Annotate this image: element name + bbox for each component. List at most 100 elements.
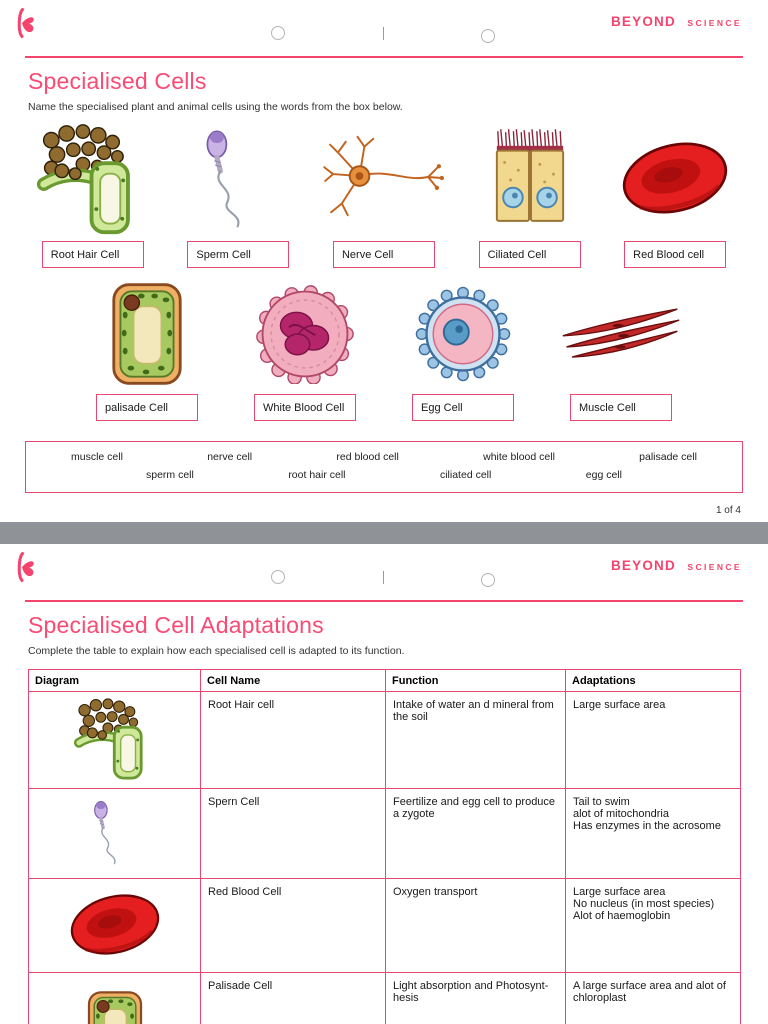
diagram-wrap xyxy=(491,119,569,237)
diagram-cell xyxy=(28,691,201,789)
diagram-wrap xyxy=(191,119,286,237)
diagram-wrap xyxy=(110,278,184,390)
answer-box-egg-cell[interactable]: Egg Cell xyxy=(412,394,514,421)
answer-text: Sperm Cell xyxy=(196,248,251,261)
function-value[interactable]: Oxygen transport xyxy=(385,878,566,973)
cell-item-white-blood: White Blood Cell xyxy=(226,278,384,421)
answer-box-ciliated-cell[interactable]: Ciliated Cell xyxy=(478,241,581,268)
cell-item-red-blood: Red Blood cell xyxy=(602,119,748,268)
palisade-cell-diagram xyxy=(110,280,184,388)
answer-box-sperm-cell[interactable]: Sperm Cell xyxy=(187,241,290,268)
sperm-cell-diagram xyxy=(191,122,286,234)
table-row-root-hair: Root Hair cell Intake of water an d mine… xyxy=(28,691,741,789)
diagram-wrap xyxy=(253,278,357,390)
punch-hole-icon xyxy=(271,570,285,584)
word-bank-item: sperm cell xyxy=(146,469,194,481)
function-value[interactable]: Feertilize and egg cell to produce a zyg… xyxy=(385,788,566,879)
answer-text: White Blood Cell xyxy=(263,401,345,414)
cell-item-palisade: palisade Cell xyxy=(68,278,226,421)
table-header-row: Diagram Cell Name Function Adaptations xyxy=(28,669,741,692)
nerve-cell-diagram xyxy=(320,129,448,227)
worksheet-page-2: BEYOND SCIENCE Specialised Cell Adaptati… xyxy=(0,544,768,1024)
table-row-palisade: Palisade Cell Light absorption and Photo… xyxy=(28,972,741,1024)
diagram-wrap xyxy=(561,278,681,390)
center-mark-icon xyxy=(383,27,384,40)
function-value[interactable]: Intake of water an d mineral from the so… xyxy=(385,691,566,789)
red-blood-cell-diagram xyxy=(616,132,734,224)
adaptations-table: Diagram Cell Name Function Adaptations R… xyxy=(28,669,741,1024)
cell-item-root-hair: Root Hair Cell xyxy=(20,119,166,268)
instruction-text: Name the specialised plant and animal ce… xyxy=(28,101,403,113)
brand-science: SCIENCE xyxy=(687,18,742,28)
table-row-sperm: Spern Cell Feertilize and egg cell to pr… xyxy=(28,788,741,879)
muscle-cell-diagram xyxy=(561,304,681,364)
brand-beyond: BEYOND xyxy=(610,558,676,573)
table-row-red-blood: Red Blood Cell Oxygen transport Large su… xyxy=(28,878,741,973)
column-header-function: Function xyxy=(385,669,566,692)
diagram-wrap xyxy=(413,278,513,390)
cell-name-value[interactable]: Palisade Cell xyxy=(200,972,386,1024)
answer-box-muscle-cell[interactable]: Muscle Cell xyxy=(570,394,672,421)
answer-box-white-blood-cell[interactable]: White Blood Cell xyxy=(254,394,356,421)
answer-text: Nerve Cell xyxy=(341,248,394,261)
white-blood-cell-diagram xyxy=(253,284,357,384)
center-mark-icon xyxy=(383,571,384,584)
word-bank-line-1: muscle cell nerve cell red blood cell wh… xyxy=(26,451,742,463)
brand-wordmark: BEYOND SCIENCE xyxy=(611,13,742,31)
adaptations-value[interactable]: Large surface area No nucleus (in most s… xyxy=(565,878,741,973)
answer-text: Egg Cell xyxy=(421,401,463,414)
word-bank-item: white blood cell xyxy=(483,451,555,463)
cell-name-value[interactable]: Root Hair cell xyxy=(200,691,386,789)
word-bank-item: nerve cell xyxy=(207,451,253,463)
binder-marks xyxy=(0,570,768,588)
diagram-cell xyxy=(28,972,201,1024)
punch-hole-icon xyxy=(271,26,285,40)
answer-text: Ciliated Cell xyxy=(487,248,547,261)
answer-box-root-hair-cell[interactable]: Root Hair Cell xyxy=(41,241,144,268)
answer-text: Red Blood cell xyxy=(633,248,705,261)
worksheet-page-1: BEYOND SCIENCE Specialised Cells Name th… xyxy=(0,0,768,522)
function-value[interactable]: Light absorption and Photosynt-hesis xyxy=(385,972,566,1024)
punch-hole-icon xyxy=(481,573,495,587)
brand-beyond: BEYOND xyxy=(610,14,676,29)
egg-cell-diagram xyxy=(413,286,513,382)
adaptations-value[interactable]: A large surface area and alot of chlorop… xyxy=(565,972,741,1024)
cell-item-muscle: Muscle Cell xyxy=(542,278,700,421)
cell-name-value[interactable]: Spern Cell xyxy=(200,788,386,879)
answer-box-nerve-cell[interactable]: Nerve Cell xyxy=(332,241,435,268)
answer-text: palisade Cell xyxy=(105,401,168,414)
word-bank-item: palisade cell xyxy=(639,451,697,463)
cells-row-2: palisade Cell White Blood Cell Egg Cell xyxy=(0,268,768,421)
cell-name-value[interactable]: Red Blood Cell xyxy=(200,878,386,973)
page-title: Specialised Cells xyxy=(28,68,207,94)
adaptations-value[interactable]: Large surface area xyxy=(565,691,741,789)
column-header-diagram: Diagram xyxy=(28,669,201,692)
cell-item-ciliated: Ciliated Cell xyxy=(457,119,603,268)
answer-box-palisade-cell[interactable]: palisade Cell xyxy=(96,394,198,421)
answer-text: Muscle Cell xyxy=(579,401,636,414)
cells-row-1: Root Hair Cell Sperm Cell Nerve Cell xyxy=(0,113,768,268)
instruction-text: Complete the table to explain how each s… xyxy=(28,645,405,657)
word-bank-item: ciliated cell xyxy=(439,469,492,481)
root-hair-cell-diagram xyxy=(30,121,155,236)
diagram-wrap xyxy=(616,119,734,237)
word-bank-item: root hair cell xyxy=(288,469,346,481)
cell-item-egg: Egg Cell xyxy=(384,278,542,421)
binder-marks xyxy=(0,26,768,44)
header-divider xyxy=(25,600,743,602)
root-hair-cell-diagram xyxy=(69,696,161,781)
red-blood-cell-diagram xyxy=(65,886,165,963)
punch-hole-icon xyxy=(481,29,495,43)
adaptations-value[interactable]: Tail to swim alot of mitochondria Has en… xyxy=(565,788,741,879)
page-number: 1 of 4 xyxy=(715,505,741,516)
answer-box-red-blood-cell[interactable]: Red Blood cell xyxy=(624,241,727,268)
page-header: BEYOND SCIENCE xyxy=(0,0,768,50)
diagram-cell xyxy=(28,878,201,973)
word-bank: muscle cell nerve cell red blood cell wh… xyxy=(25,441,743,493)
ciliated-cell-diagram xyxy=(491,123,569,233)
palisade-cell-diagram xyxy=(86,989,144,1024)
page-header: BEYOND SCIENCE xyxy=(0,544,768,594)
diagram-cell xyxy=(28,788,201,879)
column-header-cell-name: Cell Name xyxy=(200,669,386,692)
